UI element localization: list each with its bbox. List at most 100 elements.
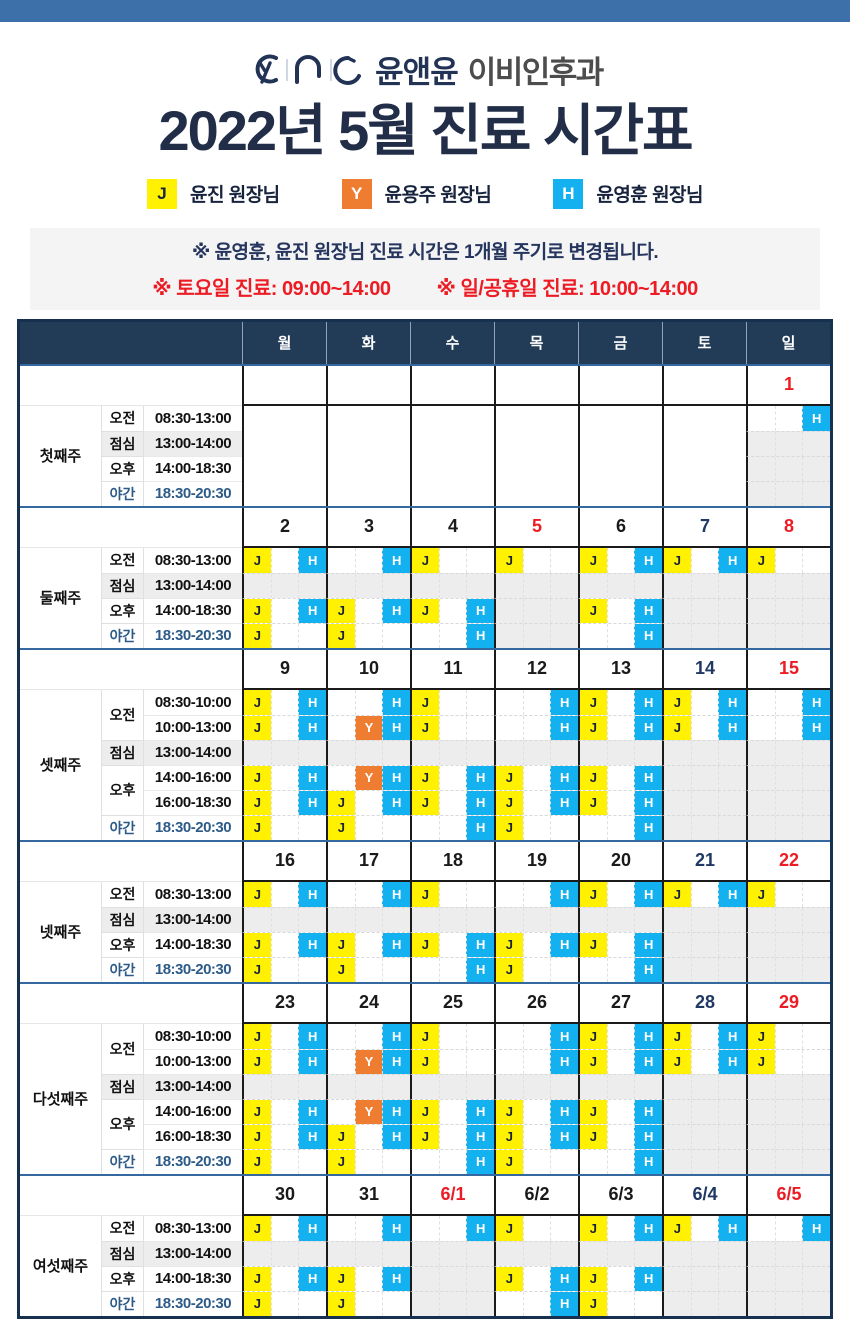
empty-slot (748, 1100, 775, 1124)
time-label: 08:30-13:00 (154, 1219, 232, 1237)
empty-slot (774, 957, 803, 982)
day-cell-closed (578, 1073, 662, 1099)
empty-slot (802, 740, 830, 765)
week-block-5: 23 24 25 26 27 28 29 다섯째주 오전 08:30-10:00 J H H J H J H J H… (20, 981, 830, 1174)
badge-j: J (244, 1266, 271, 1291)
day-cell-closed (242, 1240, 326, 1266)
badge-h: H (382, 1266, 411, 1291)
badge-h: H (382, 881, 411, 907)
empty-slot (412, 624, 439, 648)
day-cell: J (326, 622, 410, 648)
day-header-2: 화 (326, 321, 410, 364)
badge-h: H (634, 815, 663, 840)
empty-slot (382, 1291, 410, 1316)
badge-h: H (466, 598, 495, 623)
empty-slot (690, 932, 719, 957)
empty-slot (466, 1074, 494, 1099)
empty-slot (244, 908, 271, 932)
badge-h: H (298, 932, 327, 957)
empty-slot (244, 741, 271, 765)
day-cell-closed (494, 572, 578, 598)
day-cell: H (578, 1148, 663, 1174)
day-cell-closed (746, 455, 830, 481)
legend: J 윤진 원장님 Y 윤용주 원장님 H 윤영훈 원장님 (0, 178, 850, 210)
empty-slot (354, 790, 383, 815)
empty-slot (802, 790, 830, 815)
empty-slot (550, 907, 578, 932)
badge-h: H (634, 881, 663, 907)
badge-h: H (634, 1266, 663, 1291)
badge-h: H (466, 790, 495, 815)
badge-h: H (634, 1149, 663, 1174)
period-label: 오후 (102, 931, 144, 957)
day-cell: H (746, 1215, 831, 1241)
empty-slot (774, 598, 803, 623)
day-cell-blank (410, 430, 494, 456)
day-cell-closed (746, 1240, 830, 1266)
clinic-name-suffix: 이비인후과 (467, 54, 605, 90)
day-cell-closed (662, 1073, 746, 1099)
period-label: 오전 (102, 689, 144, 740)
empty-slot (606, 598, 635, 623)
day-cell-closed (578, 739, 662, 765)
empty-slot (634, 1074, 662, 1099)
empty-slot (748, 741, 775, 765)
date-cell: 29 (746, 983, 830, 1024)
empty-slot (244, 574, 271, 598)
empty-slot (550, 1074, 578, 1099)
day-cell-blank (494, 455, 578, 481)
empty-slot (270, 1023, 299, 1049)
empty-slot (522, 790, 551, 815)
empty-slot (438, 1291, 467, 1316)
day-cell: H (494, 714, 579, 740)
time-label: 14:00-18:30 (144, 597, 242, 623)
badge-h: H (466, 957, 495, 982)
date-cell: 28 (662, 983, 746, 1024)
empty-slot (748, 574, 775, 598)
time-label: 13:00-14:00 (144, 1240, 242, 1266)
empty-slot (748, 690, 775, 715)
empty-slot (354, 623, 383, 648)
badge-j: J (244, 623, 271, 648)
time-label: 18:30-20:30 (144, 1290, 242, 1316)
empty-slot (748, 716, 775, 740)
day-cell-closed (242, 906, 326, 932)
time-label: 13:00-14:00 (144, 430, 242, 456)
period-label: 야간 (102, 814, 144, 840)
empty-slot (690, 598, 719, 623)
badge-j: J (580, 598, 607, 623)
empty-slot (718, 1241, 746, 1266)
day-cell: H (494, 689, 579, 715)
empty-slot (270, 689, 299, 715)
empty-slot (580, 624, 607, 648)
empty-slot (774, 405, 803, 431)
badge-h: H (802, 1215, 831, 1241)
date-cell: 5 (494, 507, 578, 548)
empty-slot (550, 1149, 578, 1174)
empty-slot (690, 1049, 719, 1074)
empty-slot (270, 1124, 299, 1149)
day-cell-blank (494, 480, 578, 506)
badge-j: J (244, 1149, 271, 1174)
empty-slot (496, 624, 523, 648)
day-cell-closed (662, 1123, 746, 1149)
empty-slot (496, 1292, 523, 1316)
empty-slot (550, 957, 578, 982)
day-cell: H (410, 956, 495, 982)
time-label: 13:00-14:00 (144, 739, 242, 765)
date-cell: 2 (242, 507, 326, 548)
badge-h: H (382, 932, 411, 957)
badge-h: H (298, 1023, 327, 1049)
notice-change-cycle: ※ 윤영훈, 윤진 원장님 진료 시간은 1개월 주기로 변경됩니다. (191, 241, 659, 263)
empty-slot (774, 573, 803, 598)
day-cell-closed (662, 572, 746, 598)
badge-h: H (634, 790, 663, 815)
day-cell: J (326, 814, 410, 840)
empty-slot (774, 1049, 803, 1074)
empty-slot (802, 598, 830, 623)
empty-slot (634, 573, 662, 598)
